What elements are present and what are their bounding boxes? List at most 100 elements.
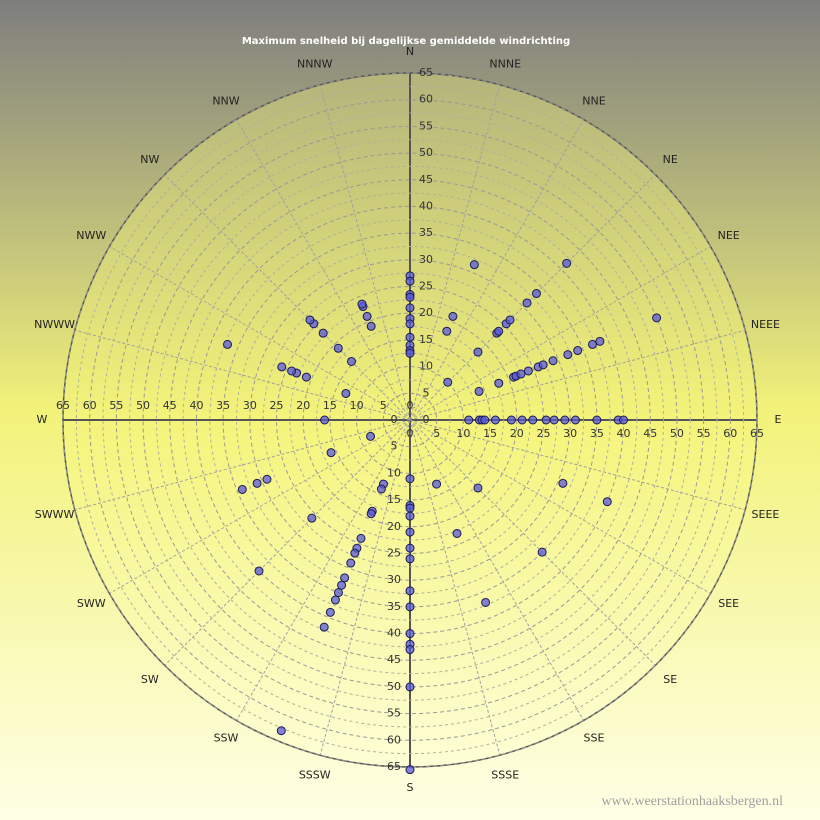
data-point	[481, 597, 491, 607]
direction-label: NEE	[718, 229, 740, 242]
direction-label: SE	[663, 673, 677, 686]
spoke	[74, 329, 411, 421]
w-tick-label: 35	[216, 399, 230, 412]
data-point	[405, 292, 415, 302]
data-point	[320, 415, 330, 425]
data-point	[333, 343, 343, 353]
direction-label: SSW	[214, 732, 239, 745]
s-tick-label: 20	[387, 520, 401, 533]
w-tick-label: 15	[323, 399, 337, 412]
spoke	[409, 419, 711, 594]
data-point	[494, 378, 504, 388]
data-point	[652, 313, 662, 323]
direction-label: SSSW	[299, 768, 331, 781]
data-point	[252, 478, 262, 488]
direction-label: N	[406, 45, 414, 58]
minor-grid-circle	[155, 165, 665, 675]
direction-label: NNNE	[489, 58, 521, 71]
n-tick-label: 40	[419, 199, 433, 212]
s-tick-label: 60	[387, 733, 401, 746]
data-point	[362, 311, 372, 321]
direction-label: SWW	[77, 597, 106, 610]
spoke	[409, 84, 501, 421]
s-tick-label: 30	[387, 573, 401, 586]
data-point	[376, 484, 386, 494]
s-tick-label: 40	[387, 627, 401, 640]
data-point	[494, 326, 504, 336]
spoke	[409, 419, 584, 721]
spoke	[109, 246, 411, 421]
grid-circle	[62, 72, 758, 768]
data-point	[405, 303, 415, 313]
grid-circle	[302, 312, 518, 528]
data-point	[326, 448, 336, 458]
spoke	[164, 419, 411, 666]
n-tick-label: 50	[419, 146, 433, 159]
s-tick-label: 15	[387, 493, 401, 506]
n-tick-label: 10	[419, 360, 433, 373]
spoke	[164, 174, 411, 421]
minor-grid-circle	[75, 85, 745, 755]
data-point	[405, 645, 415, 655]
minor-grid-circle	[102, 112, 718, 728]
direction-label: SEE	[718, 597, 739, 610]
data-point	[405, 319, 415, 329]
data-point	[473, 347, 483, 357]
data-point	[405, 511, 415, 521]
e-tick-label: 5	[433, 427, 440, 440]
e-tick-label: 30	[563, 427, 577, 440]
data-point	[405, 474, 415, 484]
e-tick-label: 35	[590, 427, 604, 440]
data-point	[333, 588, 343, 598]
data-point	[531, 289, 541, 299]
e-tick-label: 60	[723, 427, 737, 440]
data-point	[405, 332, 415, 342]
data-point	[549, 415, 559, 425]
data-point	[405, 629, 415, 639]
e-tick-label: 45	[643, 427, 657, 440]
e-tick-label: 10	[456, 427, 470, 440]
direction-label: SWWW	[35, 508, 75, 521]
w-tick-label: 20	[296, 399, 310, 412]
data-point	[346, 558, 356, 568]
s-tick-label: 55	[387, 707, 401, 720]
data-point	[522, 298, 532, 308]
direction-label: W	[37, 413, 48, 426]
s-tick-label: 10	[387, 466, 401, 479]
direction-label: NNNW	[297, 58, 333, 71]
e-tick-label: 40	[617, 427, 631, 440]
e-tick-label: 15	[483, 427, 497, 440]
data-point	[548, 356, 558, 366]
data-point	[405, 586, 415, 596]
spoke	[319, 419, 411, 756]
minor-grid-circle	[369, 379, 451, 461]
n-tick-label: 60	[419, 93, 433, 106]
data-point	[469, 260, 479, 270]
direction-label: NWWW	[34, 318, 75, 331]
data-point	[405, 276, 415, 286]
direction-label: NE	[663, 153, 678, 166]
direction-label: SSSE	[491, 768, 519, 781]
w-tick-label: 60	[83, 399, 97, 412]
n-tick-label: 25	[419, 280, 433, 293]
spoke	[409, 246, 711, 421]
data-point	[305, 315, 315, 325]
data-point	[490, 415, 500, 425]
direction-label: SSE	[584, 732, 605, 745]
data-point	[560, 415, 570, 425]
watermark: www.weerstationhaaksbergen.nl	[601, 794, 783, 809]
data-point	[237, 484, 247, 494]
s-tick-label: 65	[387, 760, 401, 773]
data-point	[307, 513, 317, 523]
data-point	[562, 258, 572, 268]
n-tick-label: 20	[419, 306, 433, 319]
data-point	[357, 299, 367, 309]
direction-label: NWW	[76, 229, 106, 242]
data-point	[277, 362, 287, 372]
e-tick-label: 0	[407, 427, 414, 440]
data-point	[528, 415, 538, 425]
n-tick-label: 55	[419, 119, 433, 132]
minor-grid-circle	[396, 406, 424, 434]
data-point	[254, 566, 264, 576]
data-point	[523, 366, 533, 376]
